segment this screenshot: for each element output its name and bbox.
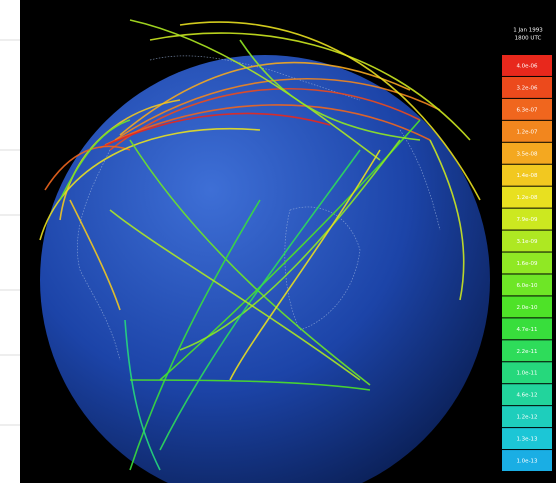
globe [40, 55, 490, 483]
legend-label: 3.2e-06 [516, 85, 538, 91]
legend-label: 4.6e-12 [516, 393, 537, 399]
legend-swatch [502, 186, 552, 208]
legend-swatch [502, 406, 552, 428]
legend-swatch [502, 120, 552, 142]
legend-label: 4.7e-11 [516, 327, 537, 333]
legend-swatch [502, 142, 552, 164]
legend-label: 1.2e-07 [516, 129, 538, 135]
legend-title: 1 Jan 1993 [513, 28, 543, 34]
legend-label: 3.5e-08 [516, 151, 538, 157]
legend-swatch [502, 164, 552, 186]
legend-label: 1.0e-13 [516, 459, 538, 465]
legend-label: 7.9e-09 [516, 217, 538, 223]
legend-swatch [502, 274, 552, 296]
legend-label: 1.6e-09 [516, 261, 538, 267]
legend-swatch [502, 428, 552, 450]
legend-label: 4.0e-06 [516, 63, 538, 69]
legend-label: 1.2e-08 [516, 195, 538, 201]
legend-title: 1800 UTC [515, 36, 542, 42]
trajectories [39, 19, 481, 471]
legend-swatch [502, 230, 552, 252]
legend-swatch [502, 98, 552, 120]
legend: 1 Jan 1993 1800 UTC 4.0e-06 3.2e-06 6.3e-0… [502, 28, 552, 471]
legend-label: 1.0e-11 [516, 371, 537, 377]
legend-swatch [502, 318, 552, 340]
legend-swatch [502, 252, 552, 274]
legend-swatch [502, 55, 552, 76]
legend-swatch [502, 208, 552, 230]
legend-label: 1.4e-08 [516, 173, 538, 179]
legend-label: 1.3e-13 [516, 437, 538, 443]
legend-swatch [502, 384, 552, 406]
legend-label: 6.0e-10 [516, 283, 538, 289]
legend-label: 6.3e-07 [516, 107, 538, 113]
legend-swatch [502, 296, 552, 318]
legend-label: 2.2e-11 [516, 349, 537, 355]
legend-swatch [502, 450, 552, 471]
legend-swatch [502, 340, 552, 362]
legend-label: 3.1e-09 [516, 239, 538, 245]
background-page [0, 39, 20, 426]
legend-label: 2.0e-10 [516, 305, 538, 311]
legend-swatch [502, 362, 552, 384]
legend-swatch [502, 76, 552, 98]
legend-label: 1.2e-12 [516, 415, 537, 421]
